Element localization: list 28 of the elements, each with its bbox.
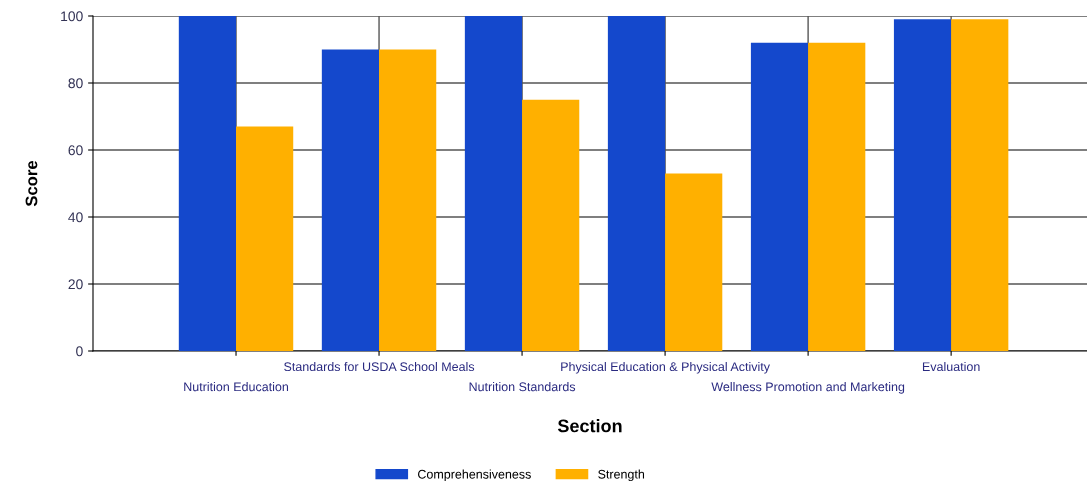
y-tick-label: 20 (68, 279, 83, 290)
bar (951, 19, 1009, 351)
bar (236, 126, 294, 351)
legend-label: Strength (598, 469, 645, 482)
bar (607, 16, 666, 351)
bar (665, 173, 723, 351)
y-tick-label: 60 (68, 145, 83, 156)
bar (321, 49, 380, 351)
x-axis-title: Section (557, 419, 622, 433)
x-tick-label: Wellness Promotion and Marketing (711, 382, 905, 394)
y-tick-label: 100 (61, 11, 83, 22)
y-tick-label: 40 (68, 212, 83, 223)
legend-label: Comprehensiveness (418, 469, 531, 482)
bar (379, 49, 437, 351)
y-tick-label: 0 (76, 346, 83, 357)
bar (808, 42, 866, 351)
bar (750, 42, 809, 351)
x-tick-label: Standards for USDA School Meals (284, 361, 475, 372)
y-tick-label: 80 (68, 78, 83, 89)
x-tick-label: Nutrition Standards (469, 382, 576, 392)
x-tick-label: Nutrition Education (184, 382, 289, 392)
bar (464, 16, 523, 351)
x-tick-label: Physical Education & Physical Activity (561, 361, 770, 374)
bar (522, 99, 580, 351)
y-axis-title: Score (25, 160, 38, 207)
bar (178, 16, 237, 351)
bar (893, 19, 952, 351)
x-tick-label: Evaluation (922, 361, 980, 372)
